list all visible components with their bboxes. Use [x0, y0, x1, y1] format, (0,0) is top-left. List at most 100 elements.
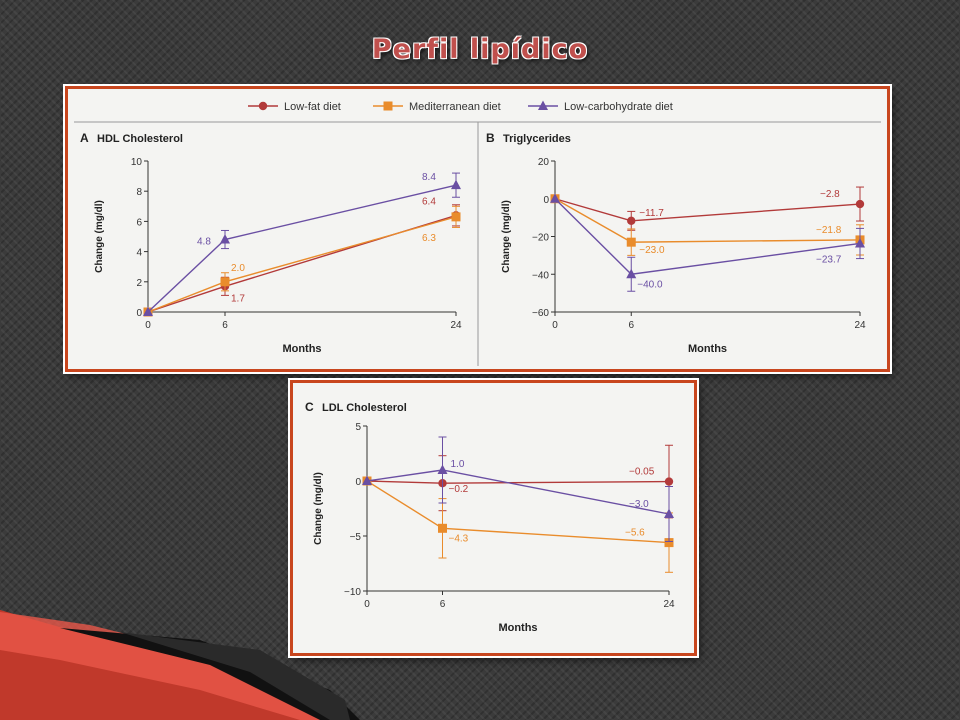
- chart-panel-C: C LDL Cholesterol −10 −5 0 5 0 6 24 Months Change …: [305, 400, 675, 634]
- x-tick-label: 0: [552, 320, 558, 331]
- data-label: −2.8: [820, 189, 840, 200]
- bottom-chart-svg: C LDL Cholesterol −10 −5 0 5 0 6 24 Months Change …: [305, 400, 675, 634]
- y-tick-label: −20: [532, 233, 549, 244]
- series-square: −4.3 −5.6: [362, 476, 674, 573]
- x-axis-label: Months: [688, 343, 727, 355]
- data-label: 2.0: [231, 263, 245, 274]
- series-line: [366, 480, 670, 544]
- panel-title: HDL Cholesterol: [97, 133, 183, 145]
- data-point: [220, 234, 230, 244]
- x-tick-label: 24: [450, 320, 462, 331]
- y-tick-label: 20: [538, 157, 550, 168]
- series-line: [554, 198, 861, 275]
- data-point: [437, 464, 448, 474]
- data-point: [451, 179, 461, 190]
- panel-title: LDL Cholesterol: [322, 402, 407, 414]
- y-tick-label: 6: [136, 217, 142, 228]
- slide-title: Perfil lipídico: [371, 34, 589, 65]
- y-tick-label: 8: [136, 187, 142, 198]
- panel-letter: B: [486, 131, 495, 145]
- y-tick-label: 4: [136, 248, 142, 259]
- data-point: [664, 508, 674, 518]
- y-tick-label: 0: [543, 195, 549, 206]
- top-chart-frame: Low-fat diet Mediterranean diet Low-carboh…: [65, 86, 890, 372]
- panel-title: Triglycerides: [503, 133, 571, 145]
- legend-label: Low-fat diet: [284, 101, 341, 113]
- y-tick-label: −10: [344, 587, 361, 598]
- data-label: 1.7: [231, 293, 245, 304]
- y-axis-label: Change (mg/dl): [501, 200, 512, 273]
- series-circle: 1.7 6.4: [143, 196, 461, 317]
- y-tick-label: −40: [532, 270, 549, 281]
- legend-label: Mediterranean diet: [409, 101, 501, 113]
- data-label: −23.0: [639, 245, 665, 256]
- x-tick-label: 24: [854, 320, 866, 331]
- y-tick-label: −60: [532, 308, 549, 319]
- y-tick-label: 2: [136, 278, 142, 289]
- x-tick-label: 0: [145, 320, 151, 331]
- data-label: −21.8: [816, 225, 842, 236]
- panel-letter: C: [305, 400, 314, 414]
- panel-letter: A: [80, 131, 89, 145]
- x-axis-label: Months: [282, 343, 321, 355]
- data-label: −23.7: [816, 254, 842, 265]
- legend-marker: [383, 101, 393, 111]
- x-tick-label: 6: [440, 599, 446, 610]
- series-line: [366, 469, 670, 515]
- data-point: [664, 538, 674, 548]
- series-line: [147, 184, 457, 313]
- x-tick-label: 6: [628, 320, 634, 331]
- data-label: −11.7: [639, 208, 664, 219]
- data-point: [143, 306, 153, 316]
- data-point: [626, 237, 636, 247]
- data-label: −0.2: [449, 484, 469, 495]
- y-axis-label: Change (mg/dl): [313, 472, 324, 545]
- series-line: [366, 480, 670, 484]
- x-tick-label: 24: [663, 599, 675, 610]
- top-charts-svg: Low-fat diet Mediterranean diet Low-carboh…: [74, 100, 881, 366]
- legend-marker: [258, 101, 268, 111]
- data-label: 8.4: [422, 172, 436, 183]
- series-circle: −11.7 −2.8: [550, 186, 865, 231]
- y-axis-label: Change (mg/dl): [94, 200, 105, 273]
- series-line: [554, 198, 861, 243]
- y-tick-label: 0: [136, 308, 142, 319]
- data-point: [220, 277, 230, 287]
- x-tick-label: 6: [222, 320, 228, 331]
- x-axis-label: Months: [498, 622, 537, 634]
- data-point: [451, 212, 461, 222]
- x-tick-label: 0: [364, 599, 370, 610]
- data-point: [362, 475, 372, 485]
- data-point: [438, 523, 447, 533]
- y-tick-label: 0: [355, 477, 361, 488]
- legend-marker: [538, 100, 548, 110]
- series-square: 2.0 6.3: [143, 205, 461, 317]
- series-triangle: 1.0 −3.0: [362, 436, 674, 542]
- data-point: [855, 199, 865, 209]
- series-triangle: −40.0 −23.7: [550, 193, 865, 292]
- series-triangle: 4.8 8.4: [143, 172, 461, 316]
- data-label: 6.3: [422, 233, 436, 244]
- data-label: −40.0: [637, 279, 663, 290]
- data-point: [550, 193, 560, 203]
- series-square: −23.0 −21.8: [550, 194, 865, 256]
- data-label: 4.8: [197, 237, 211, 248]
- data-point: [664, 477, 674, 486]
- data-point: [627, 216, 636, 226]
- legend-label: Low-carbohydrate diet: [564, 101, 673, 113]
- data-label: −5.6: [625, 528, 645, 539]
- y-tick-label: 5: [355, 422, 361, 433]
- bottom-chart-frame: C LDL Cholesterol −10 −5 0 5 0 6 24 Months Change …: [290, 380, 697, 656]
- series-line: [147, 216, 457, 313]
- data-label: −4.3: [449, 533, 469, 544]
- legend: Low-fat diet Mediterranean diet Low-carboh…: [248, 100, 673, 113]
- data-point: [626, 268, 637, 279]
- data-label: 1.0: [451, 459, 465, 470]
- chart-panel-B: B Triglycerides −60 −40 −20 0 20 0 6 24 Months Chan…: [486, 131, 866, 355]
- y-tick-label: −5: [350, 532, 362, 543]
- data-point: [855, 237, 865, 248]
- series-line: [554, 198, 861, 222]
- data-label: −0.05: [629, 467, 655, 478]
